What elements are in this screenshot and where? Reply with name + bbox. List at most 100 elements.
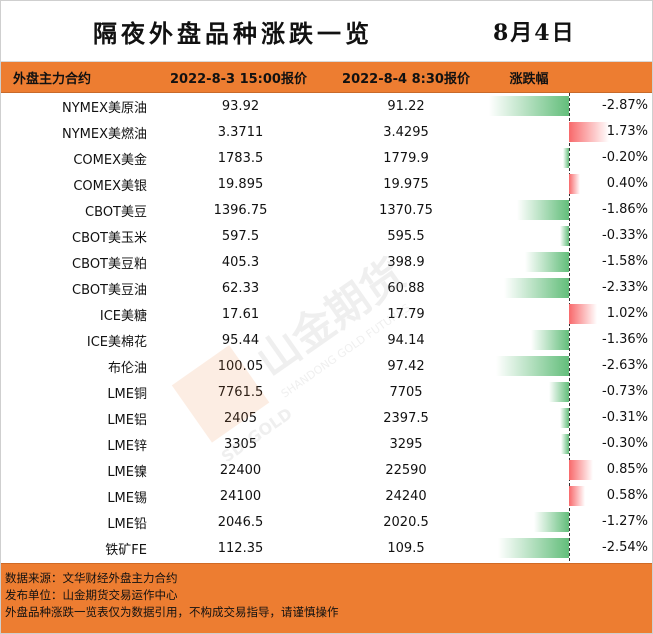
curr-price: 22590 — [385, 462, 427, 478]
table-row: LME镍 22400 22590 0.85% — [1, 457, 652, 483]
contract-name: CBOT美玉米 — [72, 230, 147, 246]
contract-name: ICE美棉花 — [86, 334, 147, 350]
change-cell: 0.85% — [486, 457, 652, 483]
prev-price: 405.3 — [221, 254, 260, 270]
table-header: 外盘主力合约 2022-8-3 15:00报价 2022-8-4 8:30报价 … — [1, 62, 652, 93]
table-row: LME铝 2405 2397.5 -0.31% — [1, 405, 652, 431]
change-cell: -1.27% — [486, 509, 652, 535]
change-percent: 0.40% — [606, 176, 648, 191]
curr-price: 60.88 — [387, 280, 425, 296]
header-change: 涨跌幅 — [509, 71, 549, 87]
prev-price: 2046.5 — [217, 514, 264, 530]
change-percent: -0.20% — [602, 150, 648, 165]
table-row: CBOT美豆 1396.75 1370.75 -1.86% — [1, 197, 652, 223]
table-row: CBOT美豆粕 405.3 398.9 -1.58% — [1, 249, 652, 275]
change-percent: -2.33% — [602, 280, 648, 295]
prev-price: 3305 — [223, 436, 258, 452]
change-percent: -0.31% — [602, 410, 648, 425]
table-row: COMEX美金 1783.5 1779.9 -0.20% — [1, 145, 652, 171]
change-cell: 1.02% — [486, 301, 652, 327]
change-cell: -0.31% — [486, 405, 652, 431]
change-cell: -2.54% — [486, 535, 652, 561]
prev-price: 112.35 — [217, 540, 264, 556]
contract-name: COMEX美银 — [73, 178, 147, 194]
table-row: 铁矿FE 112.35 109.5 -2.54% — [1, 535, 652, 561]
contract-name: ICE美糖 — [99, 308, 147, 324]
curr-price: 109.5 — [387, 540, 425, 556]
contract-name: LME铅 — [107, 516, 147, 532]
curr-price: 3.4295 — [383, 124, 429, 140]
contract-name: CBOT美豆粕 — [72, 256, 147, 272]
change-percent: 1.02% — [606, 306, 648, 321]
prev-price: 93.92 — [221, 98, 260, 114]
change-bar — [495, 356, 569, 376]
curr-price: 3295 — [389, 436, 423, 452]
change-bar — [569, 486, 586, 506]
table-row: CBOT美玉米 597.5 595.5 -0.33% — [1, 223, 652, 249]
change-cell: -1.86% — [486, 197, 652, 223]
change-cell: 1.73% — [486, 119, 652, 145]
footer-publisher: 发布单位：山金期货交易运作中心 — [5, 588, 178, 602]
change-cell: -2.33% — [486, 275, 652, 301]
curr-price: 97.42 — [387, 358, 425, 374]
contract-name: CBOT美豆 — [85, 204, 147, 220]
footer-source: 数据来源：文华财经外盘主力合约 — [5, 571, 178, 585]
curr-price: 91.22 — [387, 98, 425, 114]
change-percent: -1.27% — [602, 514, 648, 529]
change-cell: -0.73% — [486, 379, 652, 405]
prev-price: 17.61 — [221, 306, 260, 322]
change-cell: -1.36% — [486, 327, 652, 353]
change-percent: -2.63% — [602, 358, 648, 373]
curr-price: 94.14 — [387, 332, 425, 348]
change-cell: -2.87% — [486, 93, 652, 119]
table-row: NYMEX美燃油 3.3711 3.4295 1.73% — [1, 119, 652, 145]
table-row: ICE美棉花 95.44 94.14 -1.36% — [1, 327, 652, 353]
prev-price: 1396.75 — [213, 202, 268, 218]
prev-price: 3.3711 — [217, 124, 264, 140]
table-row: 布伦油 100.05 97.42 -2.63% — [1, 353, 652, 379]
curr-price: 398.9 — [387, 254, 425, 270]
curr-price: 1370.75 — [379, 202, 433, 218]
change-bar — [569, 304, 598, 324]
prev-price: 7761.5 — [217, 384, 264, 400]
change-bar — [533, 512, 569, 532]
change-cell: 0.40% — [486, 171, 652, 197]
change-bar — [559, 226, 569, 246]
page-title: 隔夜外盘品种涨跌一览 — [93, 18, 373, 48]
change-bar — [531, 330, 569, 350]
table-row: LME铜 7761.5 7705 -0.73% — [1, 379, 652, 405]
change-bar — [489, 96, 569, 116]
change-percent: -0.33% — [602, 228, 648, 243]
contract-name: LME铝 — [107, 412, 147, 428]
change-percent: -0.30% — [602, 436, 648, 451]
change-percent: -2.54% — [602, 540, 648, 555]
change-percent: -0.73% — [602, 384, 648, 399]
contract-name: LME镍 — [107, 464, 147, 480]
change-cell: -0.33% — [486, 223, 652, 249]
change-bar — [504, 278, 569, 298]
change-percent: -1.36% — [602, 332, 648, 347]
curr-price: 24240 — [385, 488, 427, 504]
contract-name: NYMEX美燃油 — [61, 126, 147, 142]
table-body: NYMEX美原油 93.92 91.22 -2.87% NYMEX美燃油 3.3711 3.… — [1, 93, 652, 561]
contract-name: 布伦油 — [107, 360, 147, 376]
change-percent: 0.85% — [606, 462, 648, 477]
zero-axis — [569, 93, 570, 561]
prev-price: 24100 — [219, 488, 262, 504]
curr-price: 1779.9 — [383, 150, 429, 166]
change-bar — [563, 148, 569, 168]
contract-name: NYMEX美原油 — [61, 100, 147, 116]
change-percent: 1.73% — [606, 124, 648, 139]
prev-price: 95.44 — [221, 332, 260, 348]
contract-name: 铁矿FE — [105, 542, 147, 558]
prev-price: 2405 — [223, 410, 258, 426]
table-row: LME锡 24100 24240 0.58% — [1, 483, 652, 509]
footer-note: 数据来源：文华财经外盘主力合约 发布单位：山金期货交易运作中心 外盘品种涨跌一览… — [1, 563, 652, 633]
prev-price: 597.5 — [221, 228, 260, 244]
change-cell: -0.30% — [486, 431, 652, 457]
prev-price: 1783.5 — [217, 150, 264, 166]
table-row: LME铅 2046.5 2020.5 -1.27% — [1, 509, 652, 535]
change-bar — [560, 434, 569, 454]
prev-price: 19.895 — [217, 176, 264, 192]
